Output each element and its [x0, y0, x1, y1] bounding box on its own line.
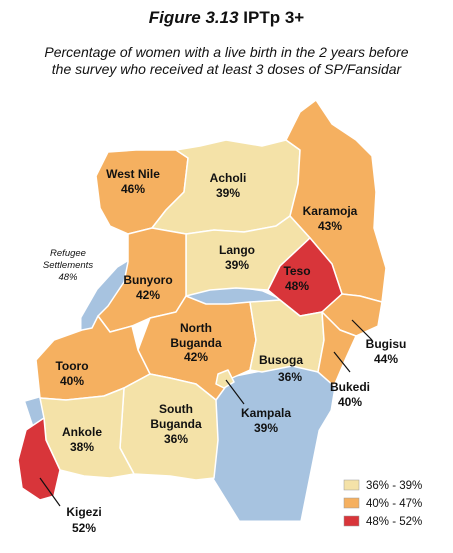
label-south-buganda-name: South	[159, 402, 193, 416]
legend-label-low: 36% - 39%	[366, 480, 422, 492]
leader-lines	[39, 319, 373, 507]
label-kampala-value: 39%	[254, 421, 278, 435]
label-ankole-name: Ankole	[62, 425, 102, 439]
leader-kigezi	[39, 477, 61, 507]
leader-bukedi	[333, 351, 351, 373]
label-south-buganda-value: 36%	[164, 432, 188, 446]
refugee-annotation: Refugee Settlements 48%	[43, 248, 93, 283]
legend-swatch-high	[343, 515, 360, 527]
legend-swatch-mid	[343, 497, 360, 509]
label-lango-value: 39%	[225, 258, 249, 272]
label-south-buganda-name-line2: Buganda	[150, 417, 202, 431]
label-kigezi-value: 52%	[72, 521, 96, 535]
refugee-line2: Settlements	[43, 260, 93, 271]
label-bugisu-name: Bugisu	[366, 337, 407, 351]
label-teso-name: Teso	[283, 264, 310, 278]
figure-name: IPTp 3+	[243, 8, 305, 27]
leader-bugisu	[351, 319, 373, 341]
label-ankole-value: 38%	[70, 440, 94, 454]
legend-label-high: 48% - 52%	[366, 516, 422, 528]
refugee-line1: Refugee	[50, 248, 86, 259]
region-bukedi	[317, 311, 357, 387]
label-bukedi-value: 40%	[338, 395, 362, 409]
region-labels: West Nile 46% Acholi 39% Karamoja 43% La…	[55, 167, 406, 535]
label-kampala-name: Kampala	[241, 406, 291, 420]
label-lango-name: Lango	[219, 243, 255, 257]
regions	[17, 99, 387, 501]
label-bunyoro-name: Bunyoro	[123, 273, 172, 287]
label-karamoja-value: 43%	[318, 219, 342, 233]
label-bukedi-name: Bukedi	[330, 380, 370, 394]
label-acholi-value: 39%	[216, 186, 240, 200]
label-acholi-name: Acholi	[210, 171, 247, 185]
legend: 36% - 39% 40% - 47% 48% - 52%	[343, 479, 422, 528]
refugee-value: 48%	[58, 272, 78, 283]
figure-number: Figure 3.13	[148, 8, 239, 27]
label-tooro-name: Tooro	[55, 359, 88, 373]
lake-victoria	[213, 365, 335, 521]
label-busoga-value: 36%	[278, 370, 302, 384]
label-west-nile-value: 46%	[121, 182, 145, 196]
label-tooro-value: 40%	[60, 374, 84, 388]
legend-swatch-low	[343, 479, 360, 491]
label-busoga-name: Busoga	[259, 353, 303, 367]
label-north-buganda-name: North	[180, 321, 212, 335]
figure-title: Figure 3.13 IPTp 3+	[0, 8, 453, 28]
label-bugisu-value: 44%	[374, 352, 398, 366]
region-kigezi	[17, 417, 61, 501]
label-karamoja-name: Karamoja	[303, 204, 358, 218]
region-karamoja	[285, 99, 387, 303]
region-kampala	[215, 369, 235, 389]
legend-label-mid: 40% - 47%	[366, 498, 422, 510]
label-west-nile-name: West Nile	[106, 167, 160, 181]
label-teso-value: 48%	[285, 279, 309, 293]
leader-kampala	[225, 379, 245, 405]
label-bunyoro-value: 42%	[136, 288, 160, 302]
label-north-buganda-value: 42%	[184, 350, 208, 364]
figure-subtitle: Percentage of women with a live birth in…	[44, 44, 409, 77]
label-north-buganda-name-line2: Buganda	[170, 336, 222, 350]
label-kigezi-name: Kigezi	[66, 505, 101, 519]
